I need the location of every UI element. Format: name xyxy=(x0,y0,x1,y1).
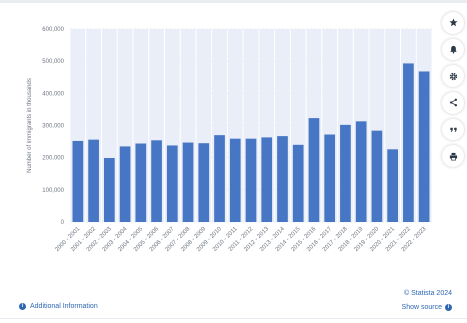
y-tick-label: 500,000 xyxy=(42,59,64,65)
bar[interactable] xyxy=(119,146,131,222)
show-source-label: Show source xyxy=(401,303,442,311)
top-rule xyxy=(0,0,467,3)
notification-button[interactable] xyxy=(442,38,464,61)
bar[interactable] xyxy=(104,157,115,222)
star-icon xyxy=(448,18,458,27)
y-tick-label: 200,000 xyxy=(42,156,64,162)
cite-button[interactable] xyxy=(442,118,464,141)
y-tick-label: 600,000 xyxy=(42,27,64,33)
show-source-link[interactable]: Show source i xyxy=(402,302,452,312)
bar[interactable] xyxy=(387,149,398,222)
info-icon: i xyxy=(445,303,452,311)
bar[interactable] xyxy=(261,137,273,222)
bar[interactable] xyxy=(214,135,225,222)
bar[interactable] xyxy=(151,140,162,222)
bottom-rule xyxy=(0,318,467,319)
bar[interactable] xyxy=(403,63,414,222)
chart-toolbar xyxy=(442,12,464,168)
bars xyxy=(72,63,430,223)
additional-information-link[interactable]: i Additional Information xyxy=(19,300,98,312)
bar[interactable] xyxy=(245,138,257,222)
bar[interactable] xyxy=(182,142,194,222)
bar[interactable] xyxy=(324,134,336,222)
share-button[interactable] xyxy=(442,92,464,114)
print-icon xyxy=(449,152,457,161)
copyright-label: © Statista 2024 xyxy=(404,289,452,297)
bar[interactable] xyxy=(198,143,210,222)
bar-chart: 0 100,000 200,000 300,000 400,000 500,000 600,… xyxy=(27,27,432,253)
bar[interactable] xyxy=(308,118,320,222)
y-axis-title: Number of immigrants in thousands xyxy=(27,78,33,173)
bar[interactable] xyxy=(229,138,241,222)
bar[interactable] xyxy=(88,139,99,222)
y-tick-label: 100,000 xyxy=(42,188,64,194)
bar[interactable] xyxy=(166,145,178,222)
gear-icon xyxy=(449,72,457,80)
bar[interactable] xyxy=(277,136,288,222)
bar[interactable] xyxy=(340,124,351,222)
share-icon xyxy=(449,98,457,107)
y-tick-label: 400,000 xyxy=(42,91,64,97)
y-tick-label: 300,000 xyxy=(42,124,64,130)
settings-button[interactable] xyxy=(442,65,464,88)
bar[interactable] xyxy=(292,144,304,222)
favorite-button[interactable] xyxy=(442,12,464,34)
y-tick-labels: 0 100,000 200,000 300,000 400,000 500,000 600,… xyxy=(42,27,64,226)
copyright: © Statista 2024 xyxy=(404,288,452,298)
print-button[interactable] xyxy=(442,145,464,168)
bar[interactable] xyxy=(418,71,430,223)
quote-icon xyxy=(449,127,457,132)
bar[interactable] xyxy=(135,143,147,222)
info-icon: i xyxy=(19,302,26,310)
bar[interactable] xyxy=(72,140,84,222)
bar[interactable] xyxy=(355,121,367,222)
additional-information-label: Additional Information xyxy=(30,302,98,310)
bell-icon xyxy=(449,45,457,54)
y-tick-label: 0 xyxy=(61,220,65,226)
bar[interactable] xyxy=(371,130,383,222)
